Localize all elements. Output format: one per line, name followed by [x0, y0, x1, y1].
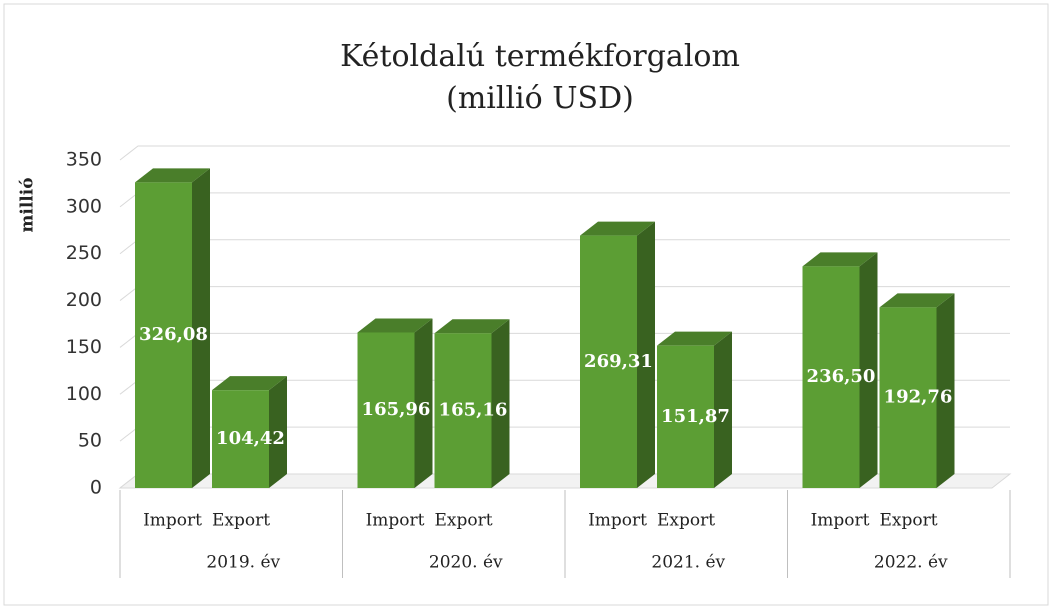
bar-side: [859, 252, 878, 488]
chart-subtitle: (millió USD): [446, 81, 634, 116]
bar: [580, 235, 637, 488]
y-tick-label: 0: [90, 477, 102, 499]
bar-top: [879, 293, 955, 308]
y-tick-label: 100: [66, 383, 102, 405]
bar-side: [491, 319, 510, 488]
data-label: 236,50: [807, 366, 876, 387]
y-axis-label: millió: [18, 177, 38, 232]
bar: [879, 307, 937, 488]
x-tick-label: Import: [588, 511, 647, 531]
bar: [357, 332, 415, 488]
x-tick-label: Import: [366, 511, 425, 531]
bar: [135, 182, 192, 489]
bar-side: [637, 221, 655, 489]
data-label: 104,42: [216, 428, 285, 449]
group-label: 2021. év: [651, 553, 725, 573]
group-label: 2022. év: [874, 553, 948, 573]
bar-side: [192, 168, 210, 489]
bar-side: [714, 331, 732, 488]
data-label: 151,87: [661, 406, 730, 427]
bar: [802, 266, 860, 488]
x-tick-label: Export: [657, 511, 715, 531]
data-label: 165,16: [439, 400, 508, 421]
bar-top: [802, 252, 878, 267]
bar-top: [357, 318, 433, 333]
data-label: 326,08: [139, 324, 208, 345]
y-tick-label: 300: [66, 195, 102, 217]
y-tick-label: 250: [66, 242, 102, 264]
x-tick-label: Export: [212, 511, 270, 531]
x-tick-label: Export: [435, 511, 493, 531]
y-tick-label: 350: [66, 149, 102, 171]
bar-side: [414, 318, 433, 488]
bar-top: [135, 168, 210, 183]
x-tick-label: Import: [811, 511, 870, 531]
bar-top: [212, 376, 287, 391]
bar-top: [580, 221, 655, 236]
bar: [434, 333, 492, 488]
group-label: 2020. év: [429, 553, 503, 573]
bar: [657, 345, 714, 488]
bar-top: [434, 319, 510, 334]
grid-line: [119, 145, 1010, 161]
bar-top: [657, 331, 732, 346]
y-tick-label: 150: [66, 336, 102, 358]
x-tick-label: Import: [143, 511, 202, 531]
chart-title: Kétoldalú termékforgalom: [340, 39, 740, 74]
bar-side: [936, 293, 955, 488]
data-label: 165,96: [362, 399, 431, 420]
bar-side: [269, 376, 287, 488]
group-label: 2019. év: [206, 553, 280, 573]
y-tick-label: 200: [66, 289, 102, 311]
x-tick-label: Export: [880, 511, 938, 531]
bar: [212, 390, 269, 488]
data-label: 269,31: [584, 351, 653, 372]
data-label: 192,76: [884, 387, 953, 408]
y-tick-label: 50: [78, 430, 102, 452]
